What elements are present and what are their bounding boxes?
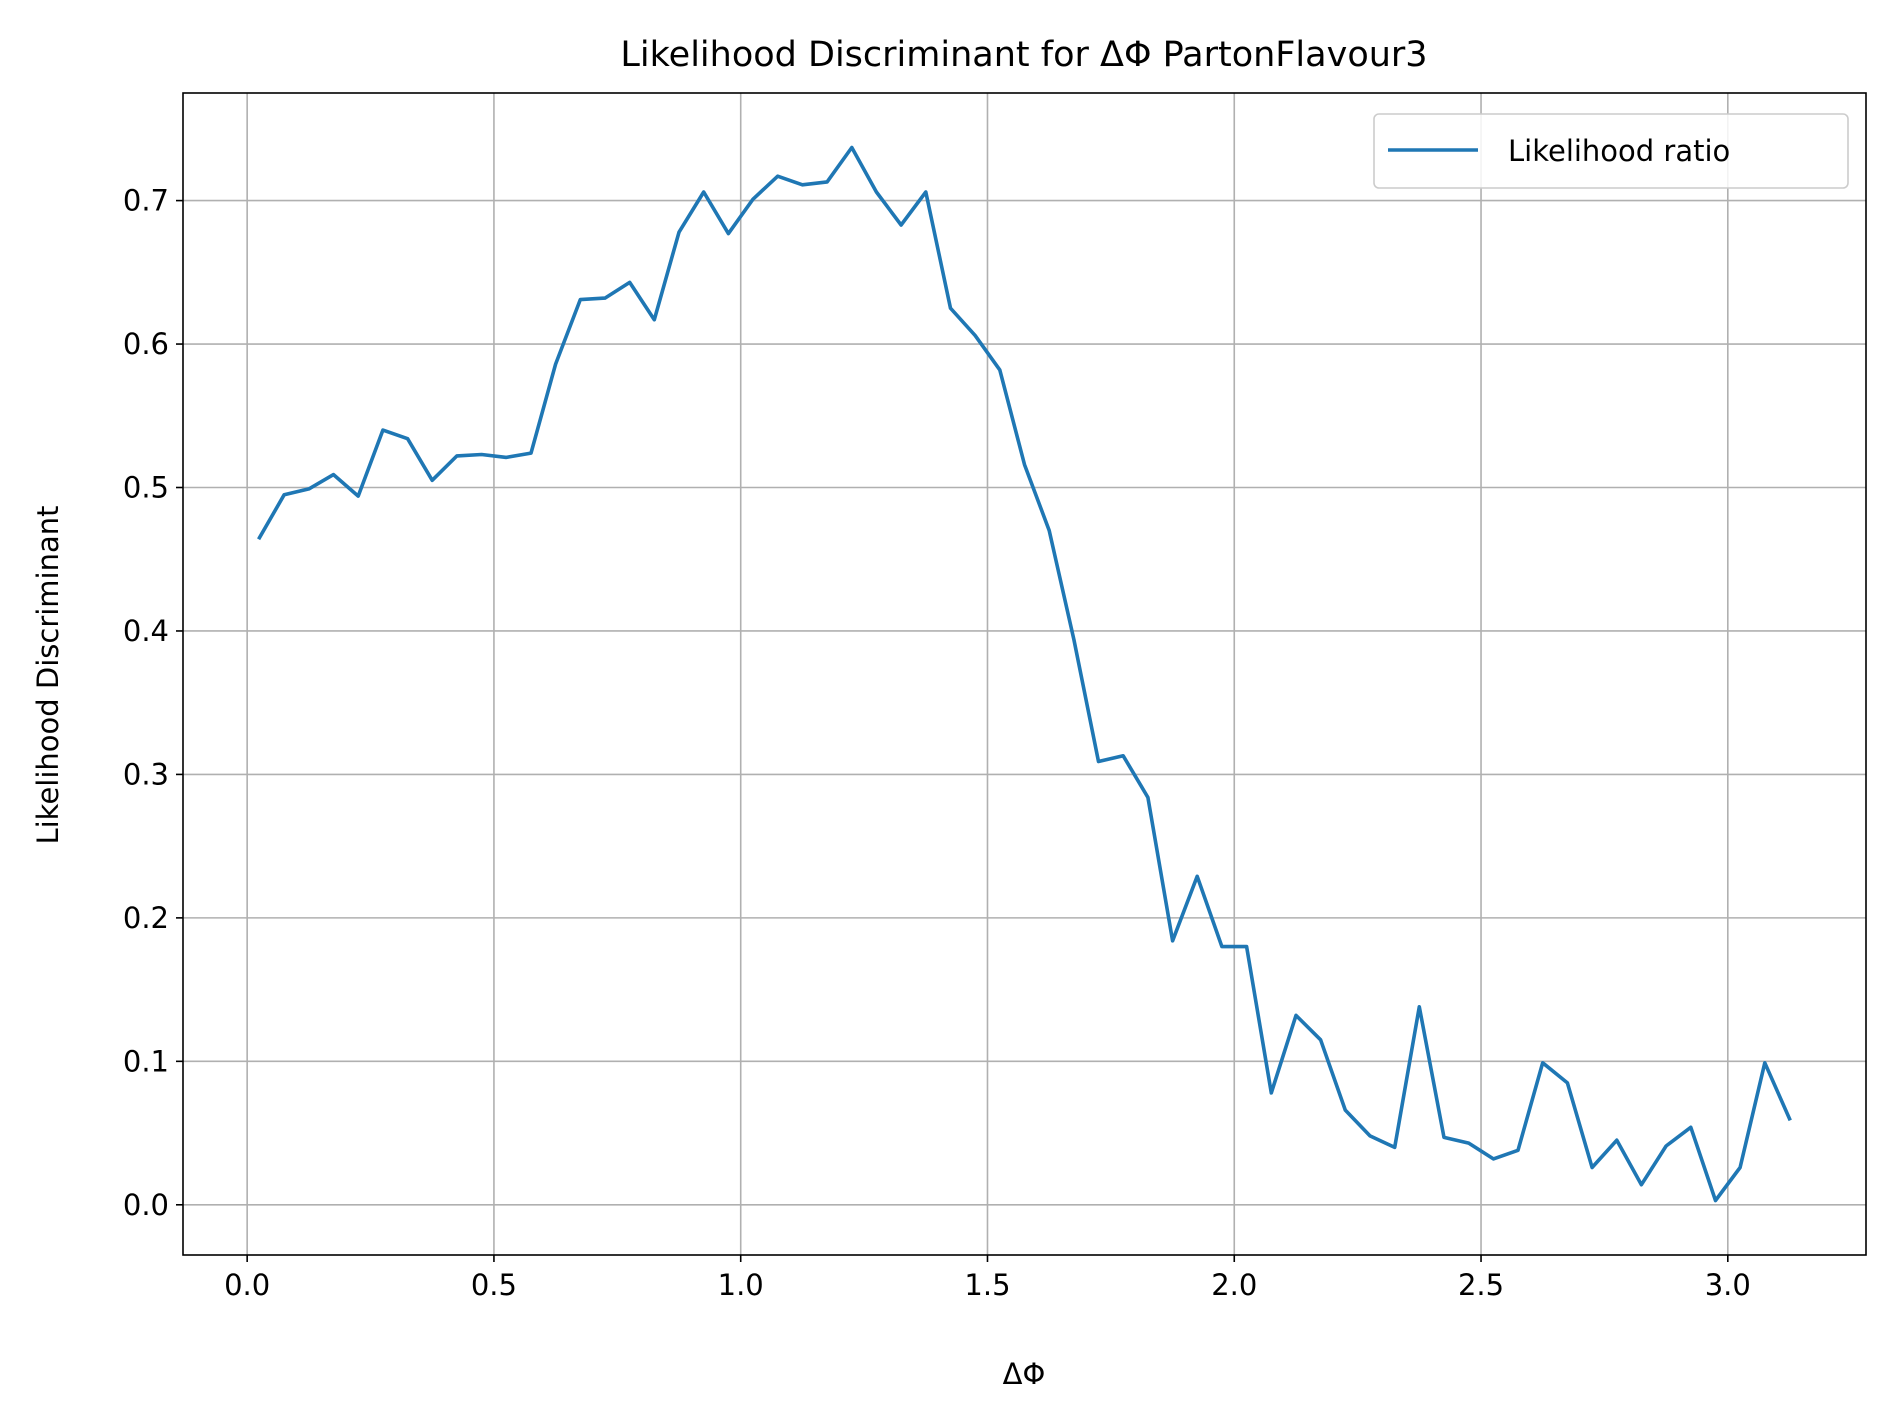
x-tick-label: 1.5 [964, 1268, 1010, 1302]
y-tick-label: 0.7 [123, 184, 169, 218]
x-axis-label: ΔΦ [1003, 1357, 1046, 1391]
plot-area [257, 145, 1792, 1203]
x-tick-label: 2.5 [1458, 1268, 1504, 1302]
y-tick-label: 0.6 [123, 327, 169, 361]
axis-ticks: 0.0 0.5 1.0 1.5 2.0 2.5 3.0 0.0 0.1 0.2 0.3 0.4 0.5 0… [123, 184, 1751, 1302]
x-tick-label: 3.0 [1705, 1268, 1751, 1302]
y-tick-label: 0.1 [123, 1044, 169, 1078]
plot-frame [182, 92, 1867, 1256]
legend-label: Likelihood ratio [1508, 134, 1730, 168]
x-tick-label: 0.5 [471, 1268, 517, 1302]
y-tick-label: 0.2 [123, 901, 169, 935]
legend: Likelihood ratio [1373, 113, 1849, 189]
grid [183, 93, 1866, 1255]
legend-box [1373, 113, 1849, 189]
y-tick-label: 0.3 [123, 757, 169, 791]
x-tick-label: 0.0 [224, 1268, 270, 1302]
series-line-likelihood-ratio [257, 145, 1792, 1203]
y-tick-label: 0.4 [123, 614, 169, 648]
x-tick-label: 2.0 [1211, 1268, 1257, 1302]
y-axis-label: Likelihood Discriminant [31, 505, 65, 844]
y-tick-label: 0.0 [123, 1188, 169, 1222]
y-tick-label: 0.5 [123, 471, 169, 505]
chart-title: Likelihood Discriminant for ΔΦ PartonFla… [620, 35, 1427, 75]
x-tick-label: 1.0 [718, 1268, 764, 1302]
